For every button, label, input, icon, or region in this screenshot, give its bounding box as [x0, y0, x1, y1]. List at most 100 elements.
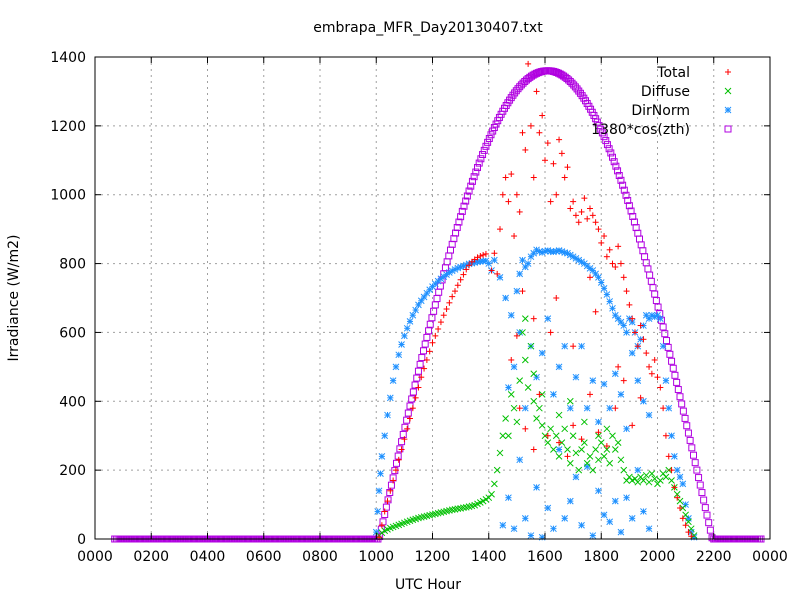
data-point [648, 470, 656, 477]
data-point [489, 127, 497, 135]
data-point [629, 315, 636, 322]
data-point [401, 423, 409, 431]
data-point [374, 508, 382, 515]
data-point [601, 233, 608, 240]
data-point [623, 425, 630, 433]
data-point [519, 288, 526, 295]
data-point [673, 490, 681, 498]
data-point [488, 490, 495, 498]
data-point [547, 425, 554, 433]
data-point [561, 174, 568, 181]
data-point [412, 306, 419, 314]
data-point [624, 196, 632, 204]
data-point [525, 60, 532, 67]
data-point [617, 176, 625, 184]
data-point [389, 377, 397, 384]
data-point [502, 174, 509, 181]
legend-marker [724, 106, 732, 114]
data-point [572, 473, 580, 481]
data-point [508, 171, 515, 178]
data-point [394, 452, 402, 460]
data-point [477, 155, 485, 163]
data-point [378, 453, 386, 460]
data-point [620, 322, 628, 329]
data-point [403, 324, 411, 332]
data-point [600, 453, 608, 460]
data-point [507, 311, 515, 319]
data-point [695, 474, 703, 482]
data-point [669, 364, 677, 372]
y-tick-label: 1200 [50, 119, 86, 135]
data-point [629, 422, 636, 429]
data-point [502, 415, 509, 422]
data-point [435, 325, 442, 332]
data-point [404, 409, 412, 417]
data-point [678, 400, 686, 408]
data-point [595, 429, 602, 436]
data-point [530, 315, 537, 322]
data-point [572, 212, 579, 219]
data-point [634, 478, 642, 486]
data-point [536, 404, 543, 412]
data-point [530, 370, 538, 378]
data-point [575, 466, 583, 474]
data-point [671, 453, 678, 460]
data-point [606, 518, 614, 526]
data-point [628, 514, 636, 522]
data-point [586, 453, 594, 460]
data-point [381, 508, 388, 515]
data-point [623, 288, 630, 295]
data-point [510, 404, 518, 412]
x-tick-label: 0600 [246, 549, 282, 565]
data-point [521, 404, 529, 412]
data-point [390, 477, 397, 484]
data-point [502, 294, 509, 302]
data-point [617, 456, 625, 464]
data-point [600, 133, 608, 141]
data-point [482, 142, 490, 150]
data-point [505, 494, 512, 502]
data-point [659, 342, 667, 350]
data-point [617, 391, 625, 398]
x-tick-label: 1200 [415, 549, 451, 565]
data-point [382, 503, 390, 511]
data-point [606, 246, 613, 253]
data-point [620, 466, 628, 474]
data-point [612, 405, 619, 412]
data-point [609, 432, 616, 440]
data-point [533, 484, 540, 491]
data-point [496, 273, 504, 281]
data-point [663, 337, 670, 345]
data-point [598, 129, 606, 137]
data-point [656, 310, 664, 318]
data-point [404, 425, 411, 432]
data-point [521, 356, 529, 364]
data-point [544, 140, 551, 147]
data-point [686, 436, 694, 444]
data-point [566, 404, 574, 412]
data-point [561, 425, 569, 433]
data-point [553, 295, 560, 301]
data-point [539, 112, 546, 119]
data-point [620, 274, 627, 281]
data-point [395, 456, 402, 463]
data-point [564, 453, 571, 460]
data-point [470, 173, 478, 181]
data-point [564, 446, 571, 453]
data-point [673, 466, 681, 474]
data-point [589, 466, 597, 474]
data-point [381, 432, 389, 440]
data-point [684, 429, 692, 437]
data-point [499, 191, 506, 198]
data-point [603, 425, 611, 433]
data-point [393, 459, 400, 467]
data-point [656, 315, 664, 323]
data-point [508, 356, 515, 363]
data-point [687, 525, 695, 533]
x-tick-label: 1800 [583, 549, 619, 565]
data-point [480, 251, 487, 258]
data-point [516, 405, 523, 412]
data-point [662, 432, 669, 439]
data-point [651, 356, 658, 363]
data-point [378, 529, 386, 537]
